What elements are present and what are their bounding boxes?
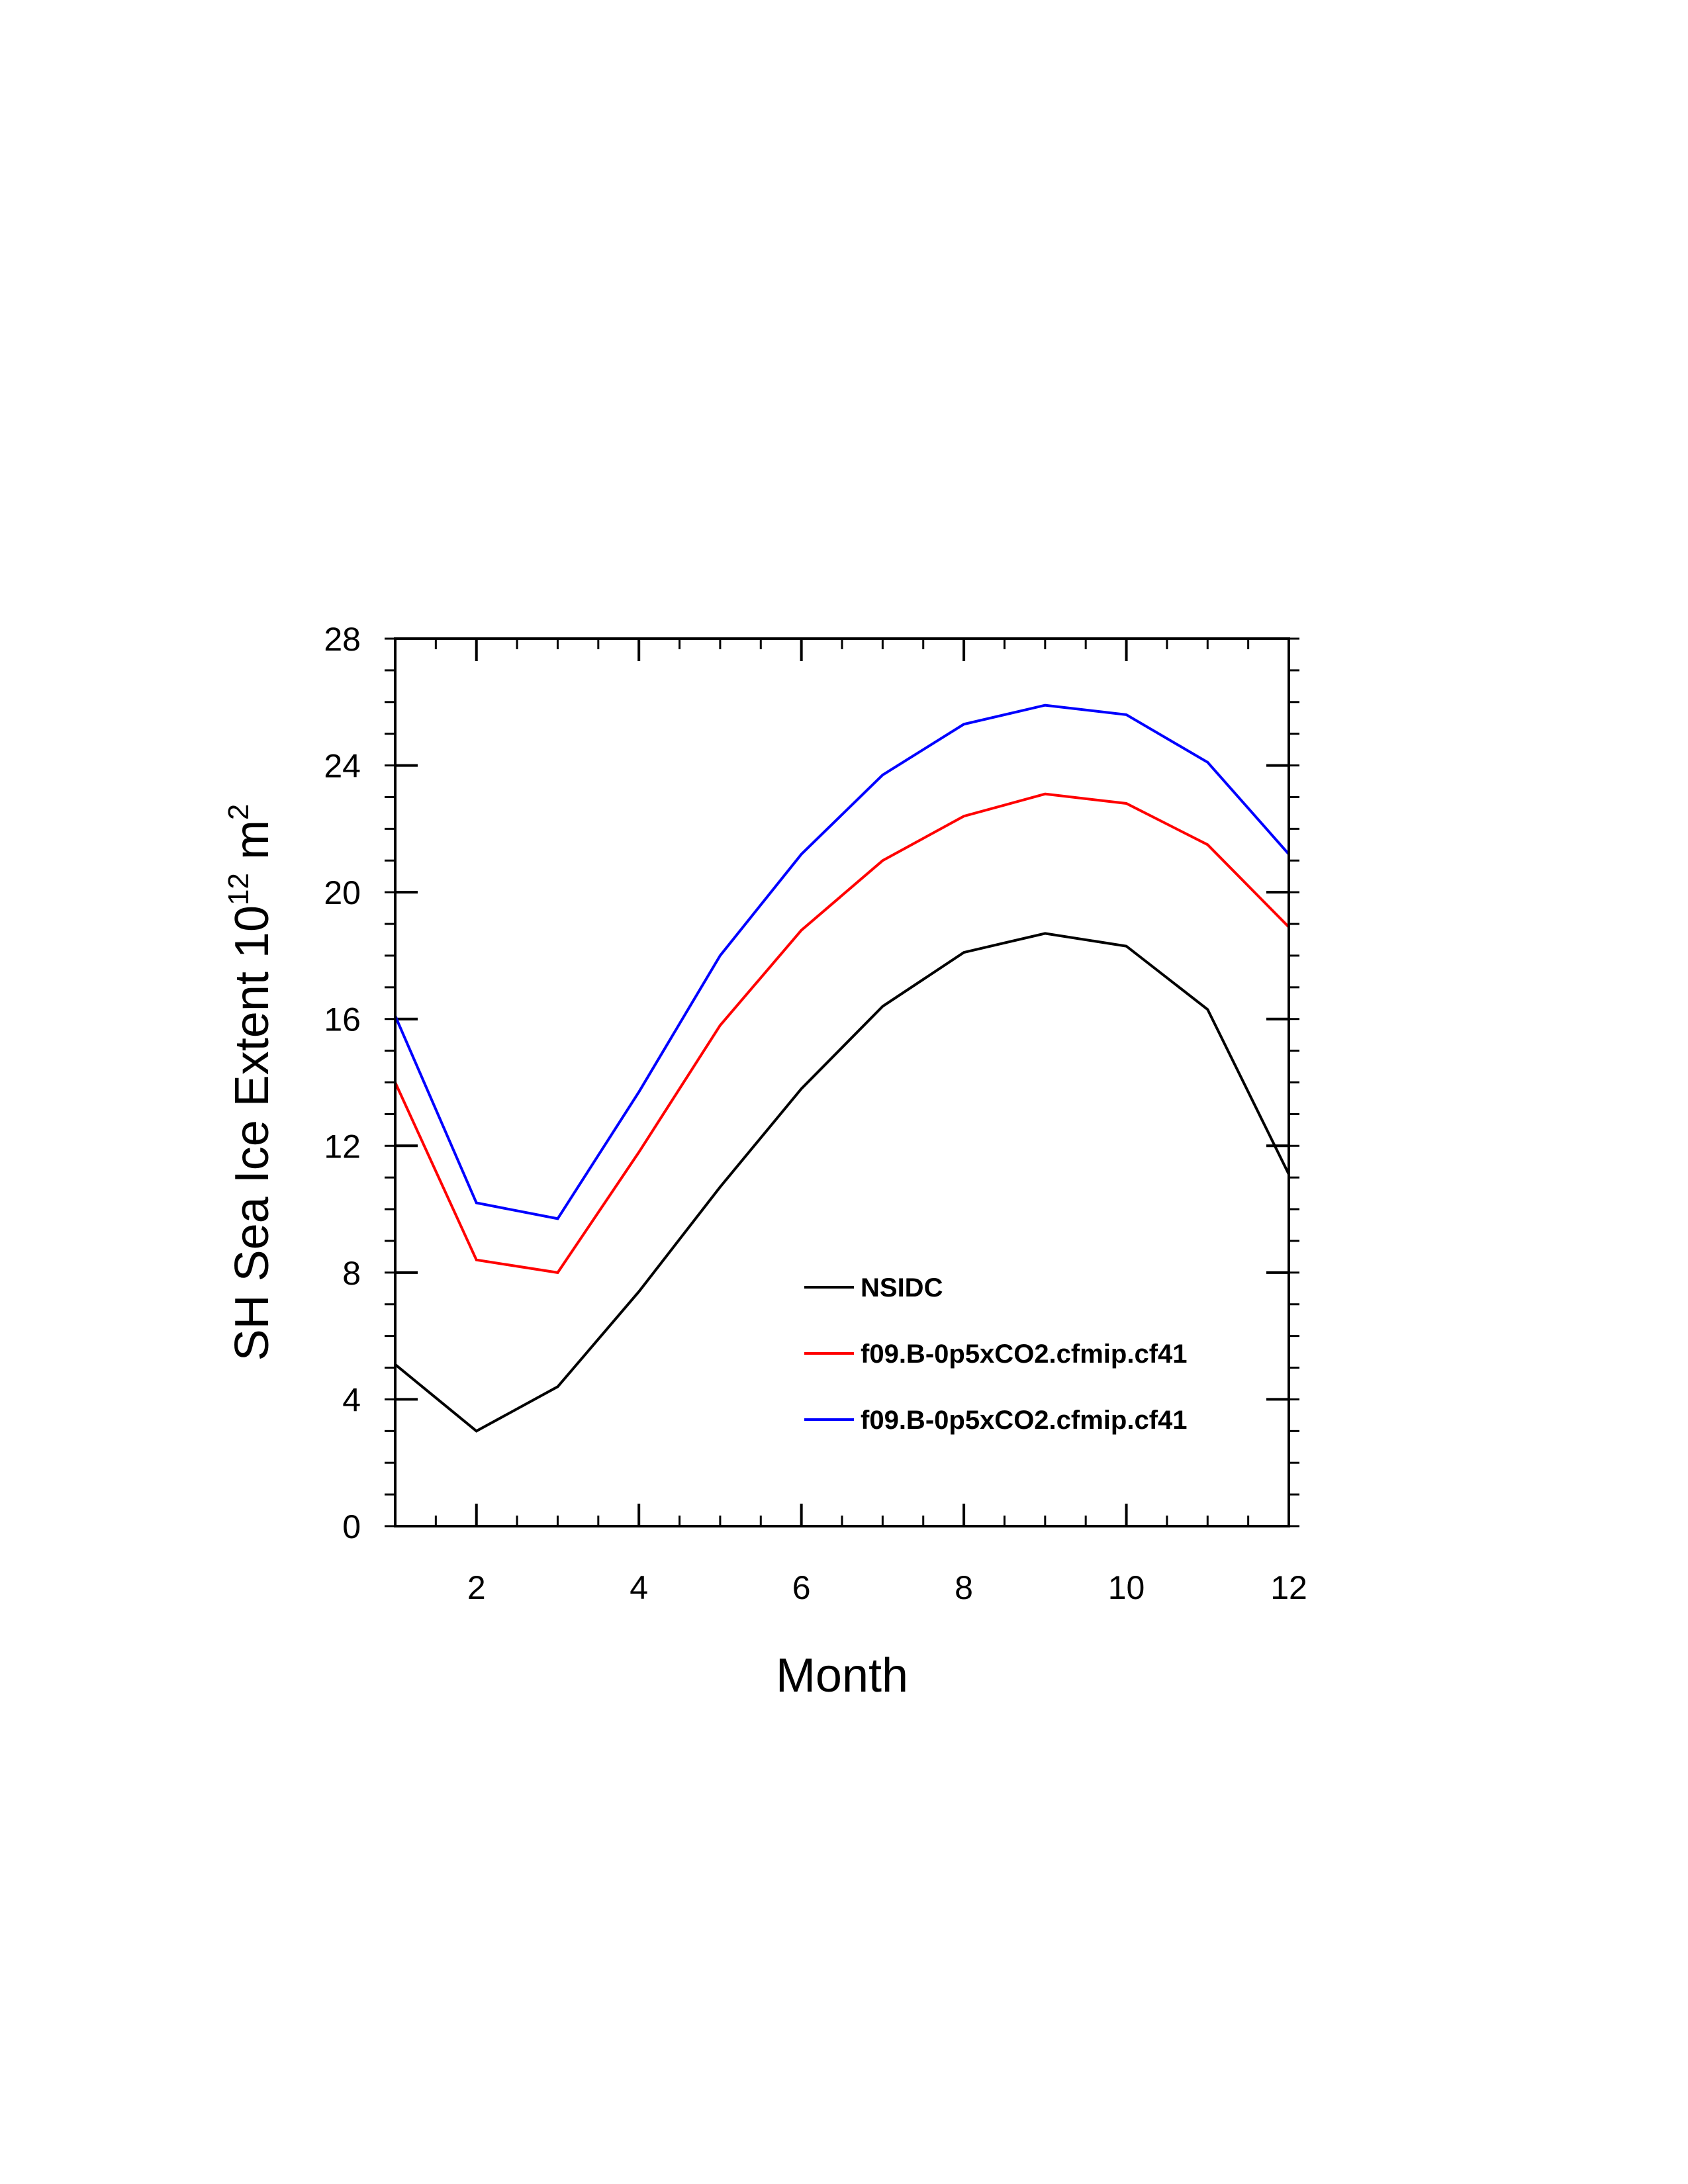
legend-label-3: f09.B-0p5xCO2.cfmip.cf41: [861, 1406, 1188, 1435]
plot-frame: [394, 637, 1290, 1527]
legend-label-1: NSIDC: [861, 1273, 943, 1302]
y-axis-title-exponent: 12: [222, 873, 255, 905]
y-tick-label: 4: [342, 1381, 361, 1418]
y-tick-label: 8: [342, 1255, 361, 1292]
y-tick-label: 12: [324, 1128, 361, 1165]
x-tick-label: 12: [1270, 1569, 1307, 1606]
legend: NSIDC f09.B-0p5xCO2.cfmip.cf41 f09.B-0p5xC…: [804, 1273, 1188, 1435]
x-tick-label: 10: [1108, 1569, 1145, 1606]
y-axis-title: SH Sea Ice Extent 1012 m2: [222, 804, 279, 1361]
series-line-2: [394, 792, 1290, 1275]
series-line-1: [394, 932, 1290, 1433]
y-axis-title-unit: m: [226, 820, 279, 873]
x-tick-label: 6: [792, 1569, 811, 1606]
x-tick-label: 2: [467, 1569, 486, 1606]
legend-label-2: f09.B-0p5xCO2.cfmip.cf41: [861, 1340, 1188, 1369]
series-lines: [394, 704, 1290, 1433]
y-tick-label: 24: [324, 748, 361, 785]
x-axis-title: Month: [776, 1649, 908, 1702]
y-tick-label: 20: [324, 874, 361, 911]
y-tick-label: 16: [324, 1001, 361, 1038]
y-tick-label: 28: [324, 621, 361, 658]
major-ticks: [395, 637, 1290, 1527]
minor-ticks: [385, 637, 1299, 1527]
series-line-3: [394, 704, 1290, 1220]
x-tick-label: 4: [630, 1569, 648, 1606]
x-tick-label: 8: [955, 1569, 973, 1606]
y-axis-title-unit-exponent: 2: [222, 804, 255, 820]
y-axis-title-main: SH Sea Ice Extent 10: [226, 905, 279, 1361]
y-tick-label: 0: [342, 1508, 361, 1545]
